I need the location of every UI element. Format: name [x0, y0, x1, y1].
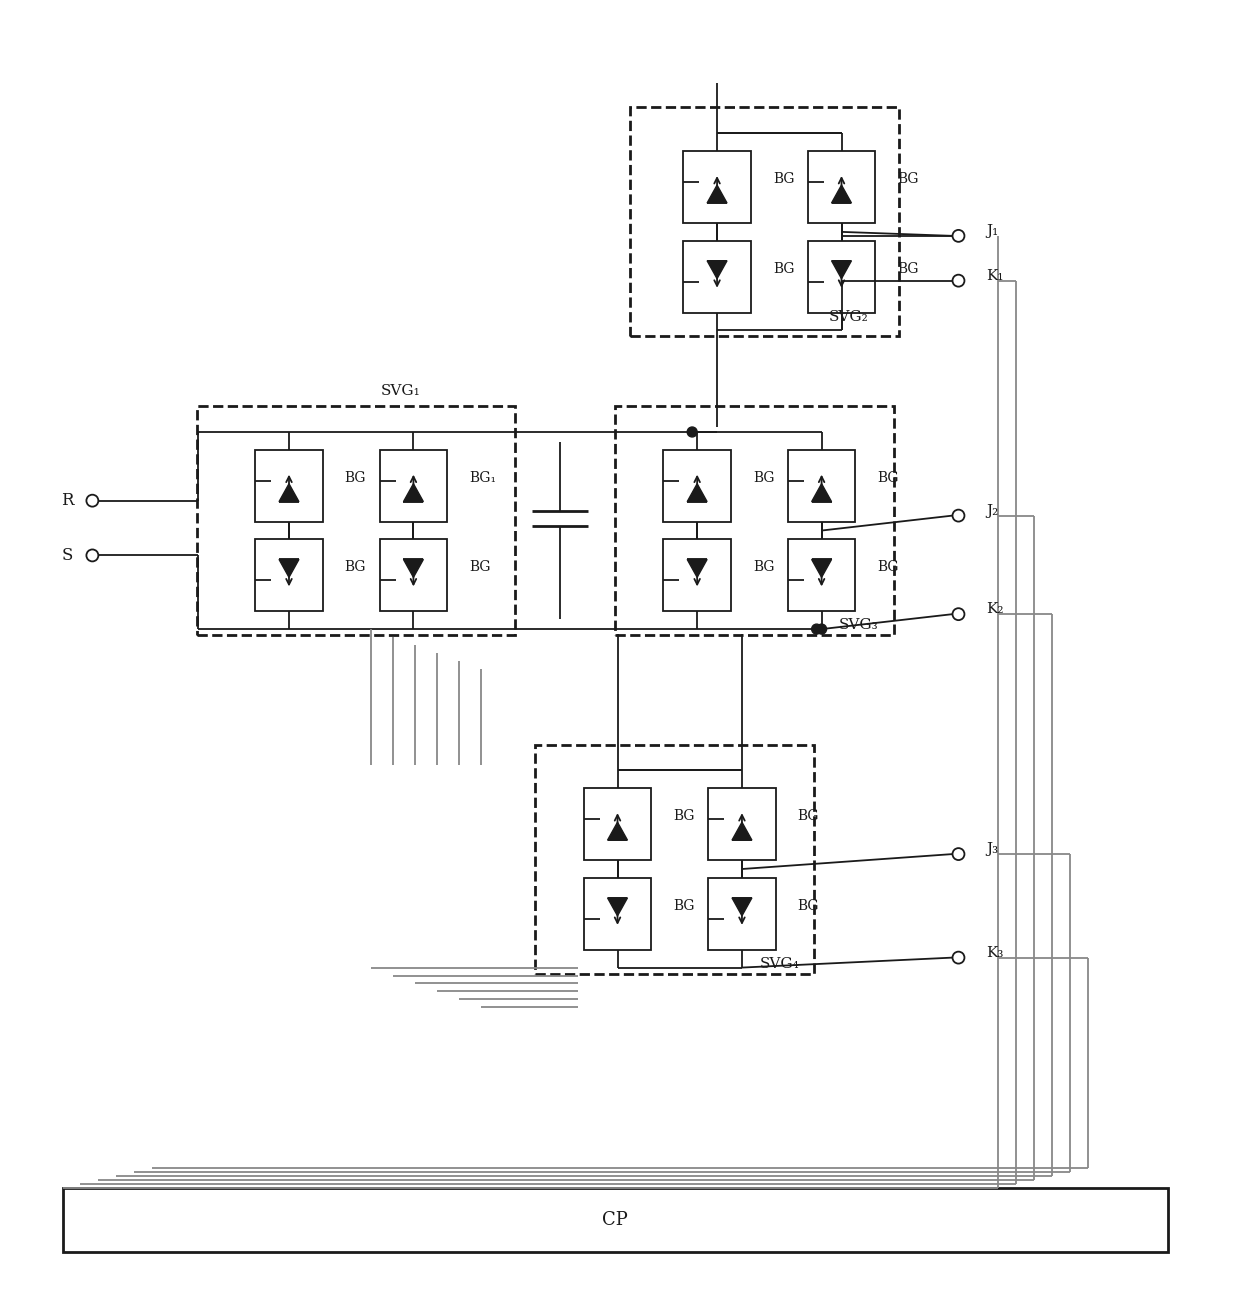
Text: BG: BG	[797, 898, 820, 913]
Text: BG: BG	[797, 810, 820, 823]
Polygon shape	[403, 484, 423, 502]
Text: BG: BG	[673, 810, 694, 823]
Text: K₁: K₁	[986, 269, 1004, 282]
Bar	[379, 540, 448, 611]
Bar	[255, 450, 322, 521]
Text: BG: BG	[345, 560, 366, 575]
Polygon shape	[403, 559, 423, 577]
Circle shape	[952, 952, 965, 963]
Polygon shape	[832, 185, 852, 203]
Bar	[787, 540, 856, 611]
Circle shape	[952, 230, 965, 242]
Circle shape	[817, 624, 827, 634]
Text: CP: CP	[603, 1210, 627, 1228]
Bar	[584, 788, 651, 861]
Text: BG: BG	[773, 261, 795, 276]
Bar	[197, 406, 516, 636]
Bar	[255, 540, 322, 611]
Circle shape	[87, 495, 98, 507]
Polygon shape	[707, 185, 727, 203]
Bar	[536, 745, 815, 974]
Polygon shape	[608, 898, 627, 915]
Bar	[683, 240, 751, 312]
Text: J₁: J₁	[986, 224, 998, 238]
Text: BG: BG	[878, 560, 899, 575]
Circle shape	[952, 608, 965, 620]
Bar	[807, 240, 875, 312]
Text: SVG₁: SVG₁	[381, 385, 420, 398]
Bar	[683, 151, 751, 222]
Polygon shape	[687, 559, 707, 577]
Polygon shape	[707, 261, 727, 278]
Text: BG: BG	[753, 560, 775, 575]
Text: J₂: J₂	[986, 503, 998, 517]
Bar	[708, 788, 776, 861]
Text: S: S	[62, 547, 73, 564]
Polygon shape	[608, 822, 627, 840]
Text: BG: BG	[898, 261, 919, 276]
Bar	[62, 1188, 1168, 1252]
Text: BG: BG	[898, 172, 919, 186]
Circle shape	[687, 426, 697, 437]
Text: J₃: J₃	[986, 842, 998, 857]
Polygon shape	[732, 822, 751, 840]
Text: SVG₄: SVG₄	[759, 957, 800, 971]
Circle shape	[952, 274, 965, 286]
Text: K₃: K₃	[986, 945, 1003, 959]
Bar	[379, 450, 448, 521]
Polygon shape	[832, 261, 852, 278]
Text: BG: BG	[673, 898, 694, 913]
Bar	[584, 878, 651, 950]
Circle shape	[952, 848, 965, 861]
Bar	[787, 450, 856, 521]
Bar	[630, 108, 899, 337]
Text: BG: BG	[773, 172, 795, 186]
Text: BG: BG	[469, 560, 491, 575]
Text: R: R	[61, 493, 73, 510]
Text: BG: BG	[345, 471, 366, 485]
Bar	[663, 450, 732, 521]
Text: K₂: K₂	[986, 602, 1004, 616]
Polygon shape	[687, 484, 707, 502]
Circle shape	[952, 510, 965, 521]
Text: SVG₂: SVG₂	[830, 309, 869, 324]
Bar	[807, 151, 875, 222]
Bar	[708, 878, 776, 950]
Text: BG: BG	[878, 471, 899, 485]
Polygon shape	[732, 898, 751, 915]
Text: BG: BG	[753, 471, 775, 485]
Polygon shape	[279, 484, 299, 502]
Polygon shape	[812, 484, 832, 502]
Circle shape	[812, 624, 822, 634]
Polygon shape	[279, 559, 299, 577]
Bar	[615, 406, 894, 636]
Text: BG₁: BG₁	[469, 471, 496, 485]
Bar	[663, 540, 732, 611]
Text: SVG₃: SVG₃	[839, 618, 879, 632]
Circle shape	[87, 550, 98, 562]
Polygon shape	[812, 559, 832, 577]
